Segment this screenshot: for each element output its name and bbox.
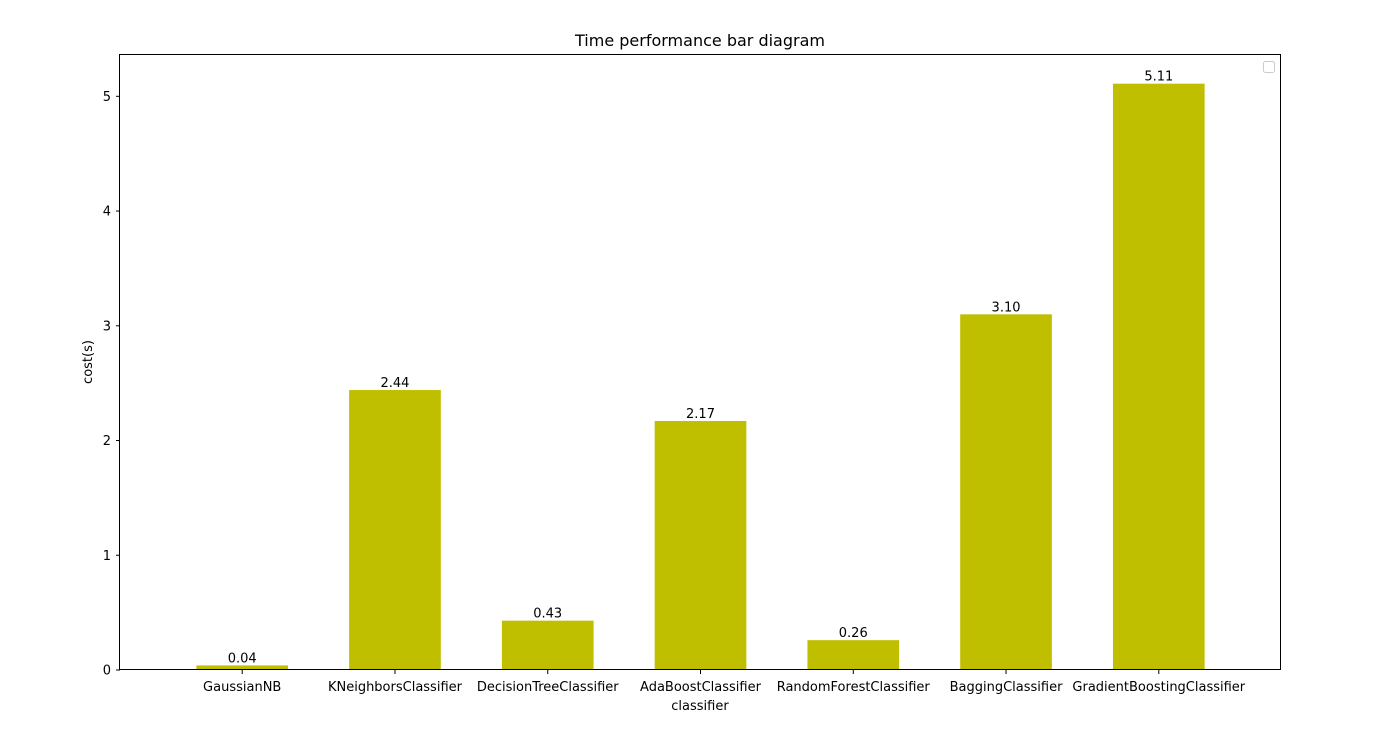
y-tick-label-4: 4 (103, 205, 111, 220)
legend-box (1263, 61, 1275, 73)
data-label-AdaBoostClassifier: 2.17 (686, 407, 715, 422)
bar-AdaBoostClassifier (654, 421, 747, 670)
x-axis-label: classifier (671, 699, 729, 714)
x-tick-label-AdaBoostClassifier: AdaBoostClassifier (640, 680, 762, 695)
y-tick-label-3: 3 (103, 319, 111, 334)
bar-RandomForestClassifier (807, 640, 900, 670)
x-tick-label-GaussianNB: GaussianNB (203, 680, 281, 695)
x-tick-label-DecisionTreeClassifier: DecisionTreeClassifier (477, 680, 619, 695)
x-axis: GaussianNB KNeighborsClassifier DecisionTr… (203, 670, 1246, 695)
data-label-GradientBoostingClassifier: 5.11 (1144, 70, 1173, 85)
bar-DecisionTreeClassifier (501, 620, 594, 670)
y-tick-label-2: 2 (103, 434, 111, 449)
y-tick-label-1: 1 (103, 549, 111, 564)
y-axis-label: cost(s) (81, 340, 96, 384)
bar-GaussianNB (196, 665, 289, 670)
data-label-GaussianNB: 0.04 (228, 651, 257, 666)
bar-KNeighborsClassifier (349, 390, 441, 670)
x-tick-label-GradientBoostingClassifier: GradientBoostingClassifier (1072, 680, 1245, 695)
y-tick-label-0: 0 (103, 664, 111, 679)
y-tick-label-5: 5 (103, 90, 111, 105)
bar-GradientBoostingClassifier (1112, 83, 1205, 671)
data-label-RandomForestClassifier: 0.26 (839, 626, 868, 641)
x-tick-label-RandomForestClassifier: RandomForestClassifier (777, 680, 931, 695)
x-tick-label-BaggingClassifier: BaggingClassifier (950, 680, 1063, 695)
data-label-BaggingClassifier: 3.10 (992, 300, 1021, 315)
plot-frame (119, 54, 1281, 670)
data-label-DecisionTreeClassifier: 0.43 (533, 607, 562, 622)
bar-BaggingClassifier (960, 314, 1052, 670)
chart-title: Time performance bar diagram (574, 31, 825, 50)
data-labels-layer: 0.04 2.44 0.43 2.17 0.26 3.10 5.11 (228, 70, 1174, 667)
bars-layer (196, 83, 1205, 671)
y-axis: 0 1 2 3 4 5 (103, 90, 120, 679)
x-tick-label-KNeighborsClassifier: KNeighborsClassifier (328, 680, 463, 695)
data-label-KNeighborsClassifier: 2.44 (380, 376, 409, 391)
